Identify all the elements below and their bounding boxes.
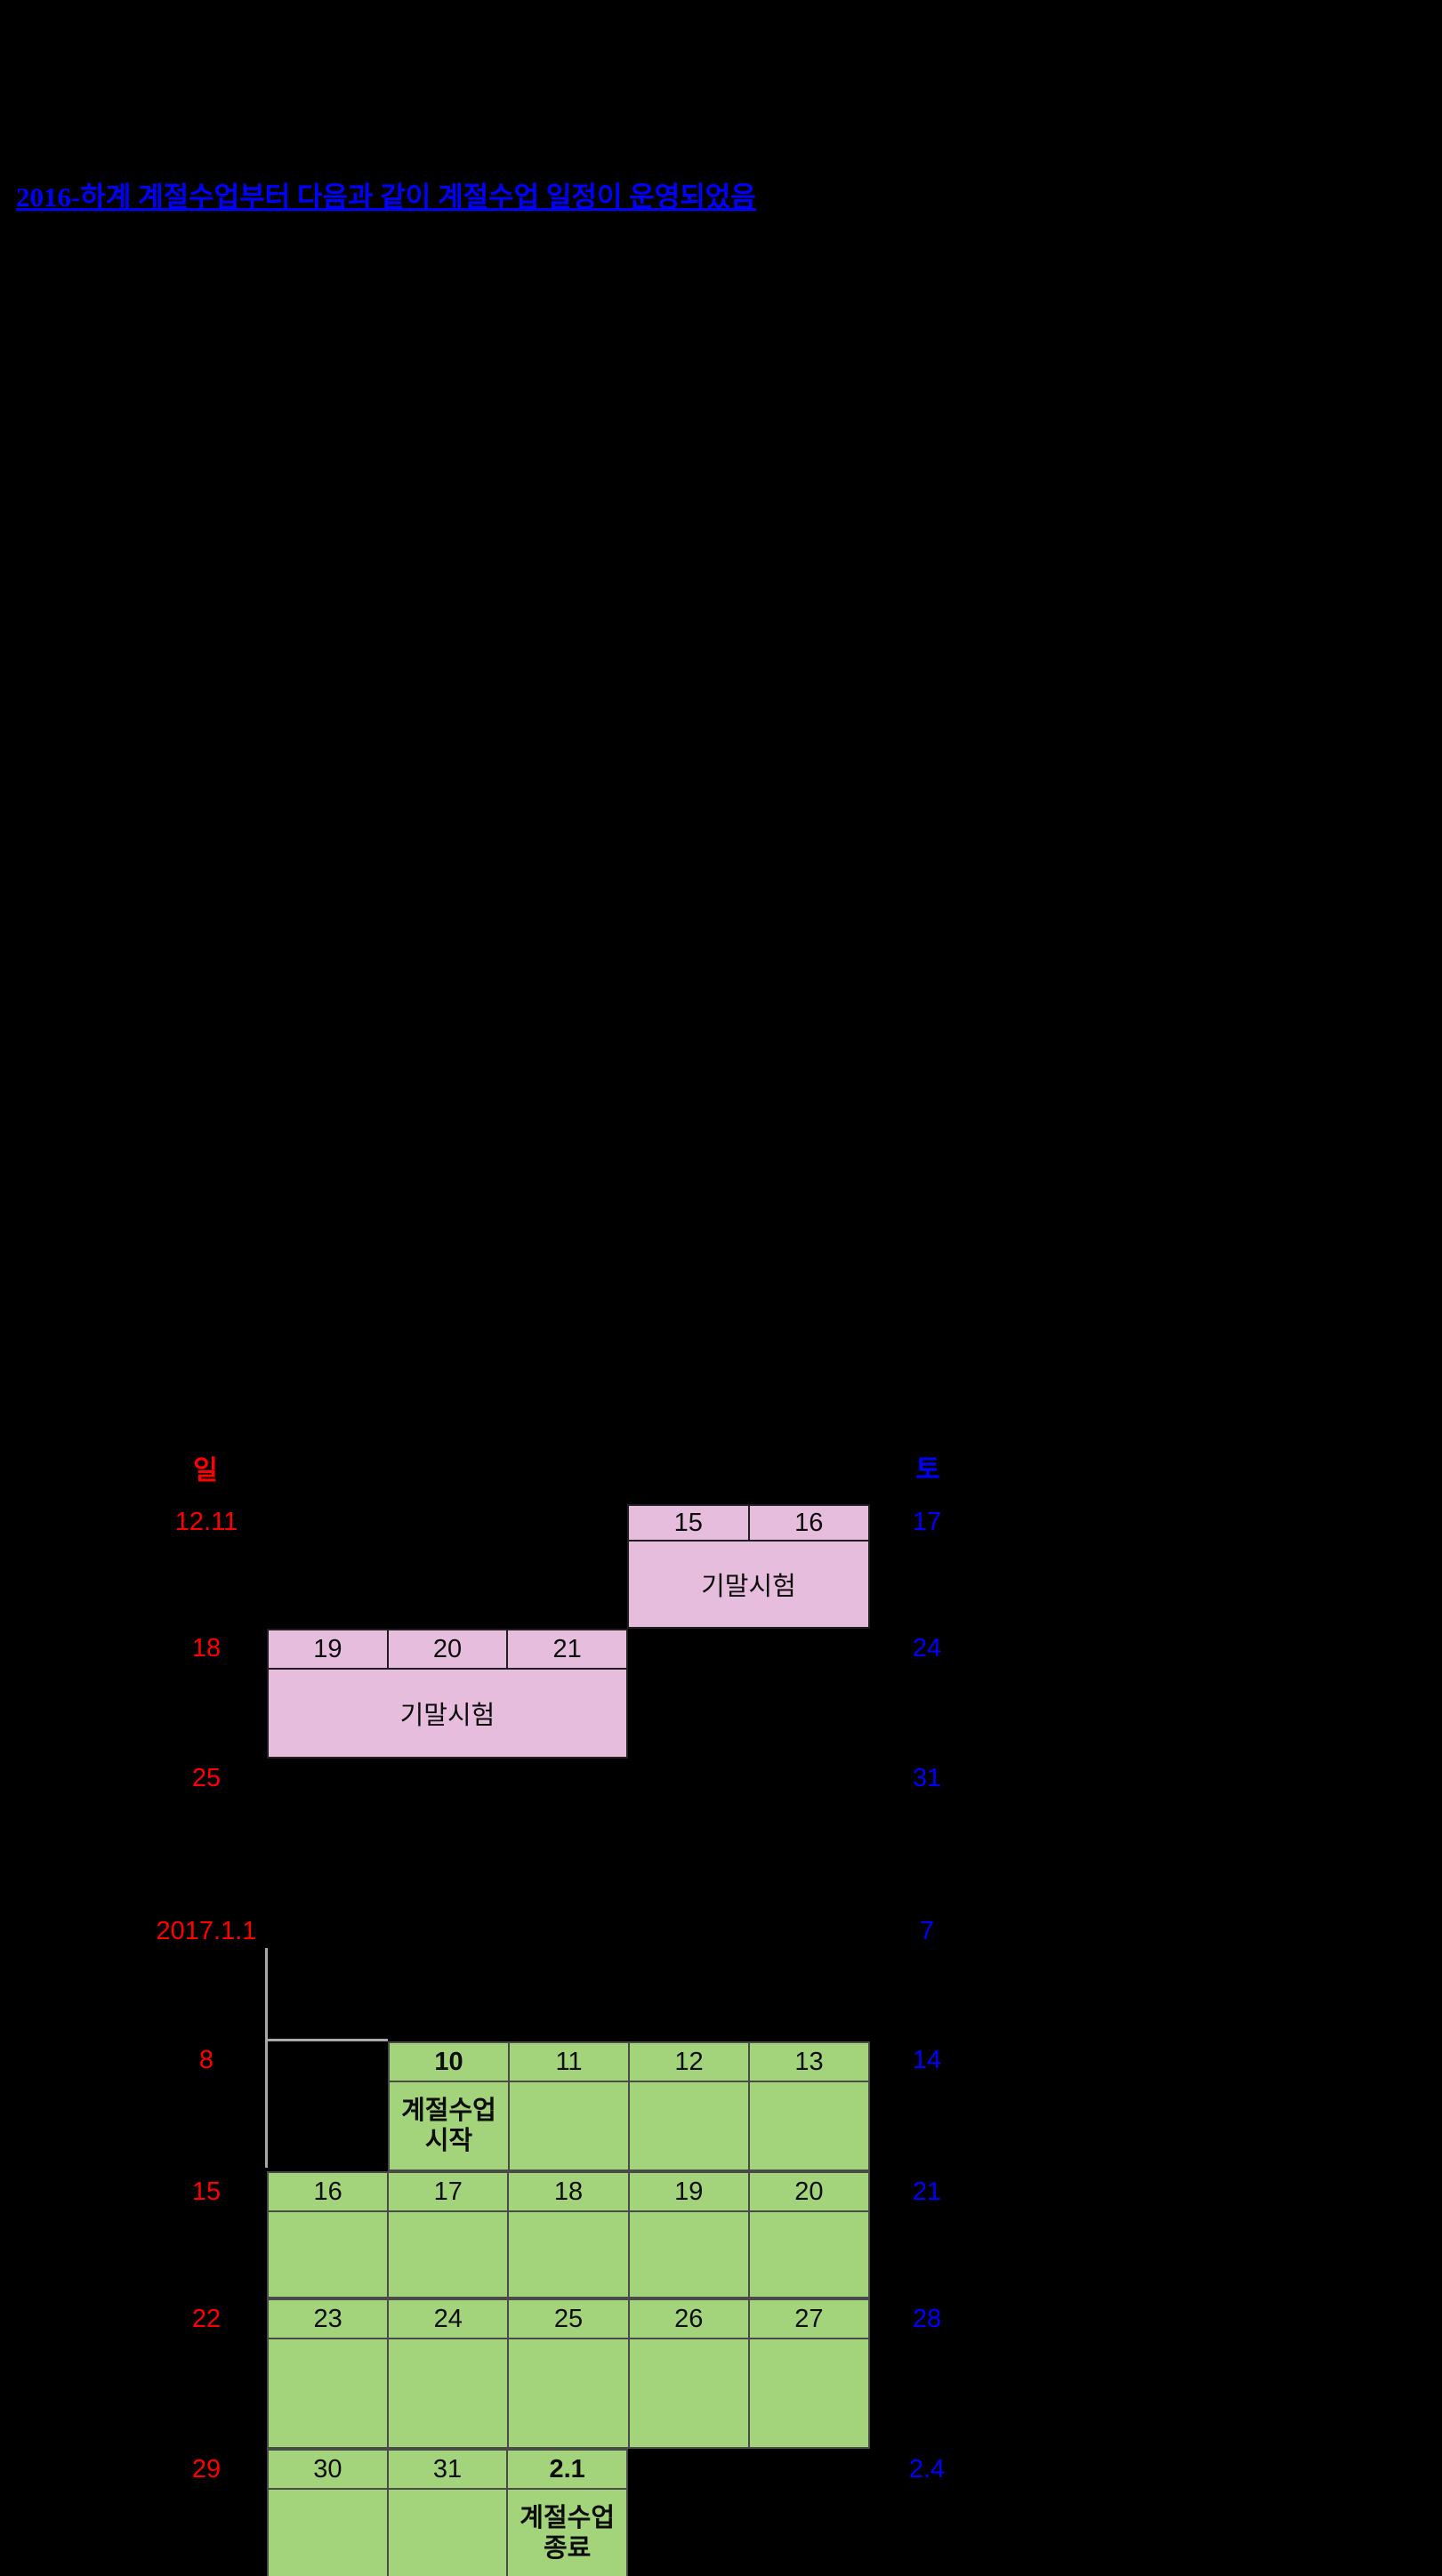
day-cell-21: 21	[508, 1630, 626, 1668]
empty-content-cell	[630, 2082, 748, 2169]
empty-content-cell	[629, 2212, 748, 2297]
day-cell-31: 31	[388, 2451, 507, 2488]
class-start-note-line2: 시작	[424, 2127, 473, 2155]
header-sunday: 일	[193, 1456, 218, 1485]
class-end-note-line2: 종료	[543, 2533, 592, 2563]
week4-saturday-label: 7	[919, 1917, 935, 1945]
day-cell-15: 15	[629, 1506, 748, 1540]
class-end-note-line1: 계절수업	[520, 2503, 616, 2532]
day-cell-23: 23	[269, 2300, 388, 2338]
week8-saturday-label: 2.4	[908, 2455, 946, 2483]
day-cell-27: 27	[749, 2300, 868, 2338]
empty-day-cell-left-border	[265, 1948, 268, 2168]
day-cell-19b: 19	[629, 2173, 748, 2210]
week7-sunday-label: 22	[191, 2305, 222, 2333]
week7-saturday-label: 28	[912, 2305, 942, 2333]
day-cell-2-1: 2.1	[508, 2451, 626, 2488]
schedule-title-link[interactable]: 2016-하계 계절수업부터 다음과 같이 계절수업 일정이 운영되었음	[16, 181, 756, 213]
day-cell-19: 19	[269, 1630, 387, 1668]
day-cell-24: 24	[389, 2300, 508, 2338]
empty-content-cell	[749, 2339, 868, 2447]
week5-sunday-label: 8	[198, 2046, 214, 2074]
day-cell-20b: 20	[749, 2173, 868, 2210]
day-cell-25: 25	[509, 2300, 628, 2338]
final-exam-block-week2: 19 20 21 기말시험	[267, 1629, 628, 1759]
week6-saturday-label: 21	[912, 2178, 942, 2206]
empty-content-cell	[389, 2212, 508, 2297]
class-week-block-1: 16 17 18 19 20	[267, 2171, 870, 2298]
day-cell-13: 13	[750, 2043, 868, 2081]
class-end-note: 계절수업 종료	[508, 2490, 626, 2576]
day-cell-20: 20	[388, 1630, 507, 1668]
day-cell-11: 11	[510, 2043, 628, 2081]
week4-sunday-label: 2017.1.1	[156, 1917, 257, 1945]
class-week-block-2: 23 24 25 26 27	[267, 2298, 870, 2449]
week1-saturday-label: 17	[912, 1508, 942, 1536]
empty-content-cell	[749, 2212, 868, 2297]
class-start-block: 10 11 12 13 계절수업 시작	[388, 2041, 870, 2171]
final-exam-block-week1: 15 16 기말시험	[627, 1504, 870, 1629]
final-exam-label-week1: 기말시험	[629, 1542, 868, 1627]
header-saturday: 토	[915, 1455, 940, 1485]
week8-sunday-label: 29	[191, 2455, 222, 2483]
day-cell-30: 30	[269, 2451, 387, 2488]
empty-content-cell	[629, 2339, 748, 2447]
empty-content-cell	[269, 2339, 388, 2447]
week3-sunday-label: 25	[191, 1764, 222, 1792]
week3-saturday-label: 31	[912, 1764, 942, 1792]
empty-content-cell	[510, 2082, 628, 2169]
day-cell-16: 16	[749, 1506, 868, 1540]
empty-day-cell-top-border	[265, 2039, 388, 2041]
class-end-block: 30 31 2.1 계절수업 종료	[267, 2449, 628, 2576]
day-cell-10: 10	[390, 2043, 508, 2081]
day-cell-26: 26	[629, 2300, 748, 2338]
week1-sunday-label: 12.11	[174, 1508, 238, 1536]
empty-content-cell	[509, 2212, 628, 2297]
empty-content-cell	[750, 2082, 868, 2169]
week5-saturday-label: 14	[912, 2046, 942, 2074]
class-start-note-line1: 계절수업	[401, 2097, 496, 2125]
class-start-note: 계절수업 시작	[390, 2082, 508, 2169]
empty-content-cell	[389, 2339, 508, 2447]
empty-content-cell	[269, 2212, 388, 2297]
final-exam-label-week2: 기말시험	[269, 1670, 626, 1757]
day-cell-17: 17	[389, 2173, 508, 2210]
week2-saturday-label: 24	[912, 1634, 942, 1662]
empty-content-cell	[509, 2339, 628, 2447]
empty-content-cell	[269, 2490, 387, 2576]
day-cell-12: 12	[630, 2043, 748, 2081]
day-cell-16b: 16	[269, 2173, 388, 2210]
week2-sunday-label: 18	[191, 1634, 222, 1662]
day-cell-18: 18	[509, 2173, 628, 2210]
week6-sunday-label: 15	[191, 2178, 222, 2206]
empty-content-cell	[388, 2490, 507, 2576]
